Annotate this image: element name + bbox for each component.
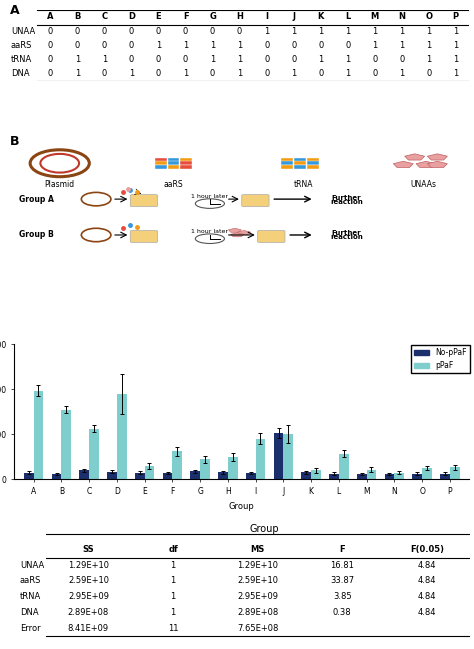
Bar xyxy=(24,472,34,480)
Bar xyxy=(180,165,192,169)
Bar xyxy=(255,439,265,480)
Text: reaction: reaction xyxy=(330,199,363,205)
Bar xyxy=(294,162,306,165)
Bar xyxy=(246,472,255,480)
Text: A: A xyxy=(9,4,19,17)
Bar xyxy=(301,472,311,480)
Bar xyxy=(89,428,99,480)
Bar xyxy=(145,466,155,480)
Text: aaRS: aaRS xyxy=(164,180,183,189)
Bar xyxy=(412,474,422,480)
Text: UNAAs: UNAAs xyxy=(411,180,437,189)
Text: Further: Further xyxy=(332,195,361,201)
Bar xyxy=(307,165,319,169)
Bar xyxy=(180,158,192,162)
Bar xyxy=(440,474,450,480)
Bar xyxy=(294,158,306,162)
Bar xyxy=(311,471,321,480)
Bar xyxy=(155,165,167,169)
Text: 1 hour later: 1 hour later xyxy=(191,228,228,234)
Text: reaction: reaction xyxy=(330,234,363,240)
Bar xyxy=(80,471,89,480)
Bar xyxy=(155,162,167,165)
Bar xyxy=(155,158,167,162)
Bar xyxy=(218,472,228,480)
Text: Group: Group xyxy=(250,524,279,534)
Bar xyxy=(283,434,293,480)
Bar xyxy=(62,410,71,480)
Bar xyxy=(135,472,145,480)
FancyBboxPatch shape xyxy=(258,230,285,243)
Bar xyxy=(173,451,182,480)
Bar xyxy=(282,165,293,169)
Text: Group A: Group A xyxy=(19,195,54,204)
Bar xyxy=(168,158,179,162)
Text: tRNA: tRNA xyxy=(293,180,313,189)
X-axis label: Group: Group xyxy=(229,502,255,511)
Bar xyxy=(200,459,210,480)
Bar xyxy=(307,158,319,162)
Bar xyxy=(163,473,173,480)
Bar xyxy=(168,165,179,169)
Text: 1 hour later: 1 hour later xyxy=(191,193,228,199)
Text: Further: Further xyxy=(332,230,361,236)
Text: Group B: Group B xyxy=(19,230,54,239)
Bar xyxy=(339,454,348,480)
Bar xyxy=(307,162,319,165)
Bar xyxy=(191,471,200,480)
Bar xyxy=(273,433,283,480)
Legend: No-pPaF, pPaF: No-pPaF, pPaF xyxy=(411,345,470,373)
Bar xyxy=(366,469,376,480)
Bar xyxy=(422,468,432,480)
Bar xyxy=(357,474,366,480)
Text: B: B xyxy=(9,135,19,148)
Bar xyxy=(282,158,293,162)
Bar xyxy=(228,457,237,480)
Bar xyxy=(384,474,394,480)
Bar xyxy=(394,472,404,480)
Text: Plasmid: Plasmid xyxy=(45,180,75,189)
FancyBboxPatch shape xyxy=(130,195,157,206)
Bar xyxy=(107,472,117,480)
Bar xyxy=(168,162,179,165)
Bar xyxy=(282,162,293,165)
Bar xyxy=(294,165,306,169)
Bar xyxy=(450,467,460,480)
FancyBboxPatch shape xyxy=(130,230,157,243)
FancyBboxPatch shape xyxy=(242,195,269,206)
Bar xyxy=(180,162,192,165)
Bar xyxy=(52,474,62,480)
Bar xyxy=(117,394,127,480)
Bar xyxy=(329,474,339,480)
Bar xyxy=(34,391,43,480)
